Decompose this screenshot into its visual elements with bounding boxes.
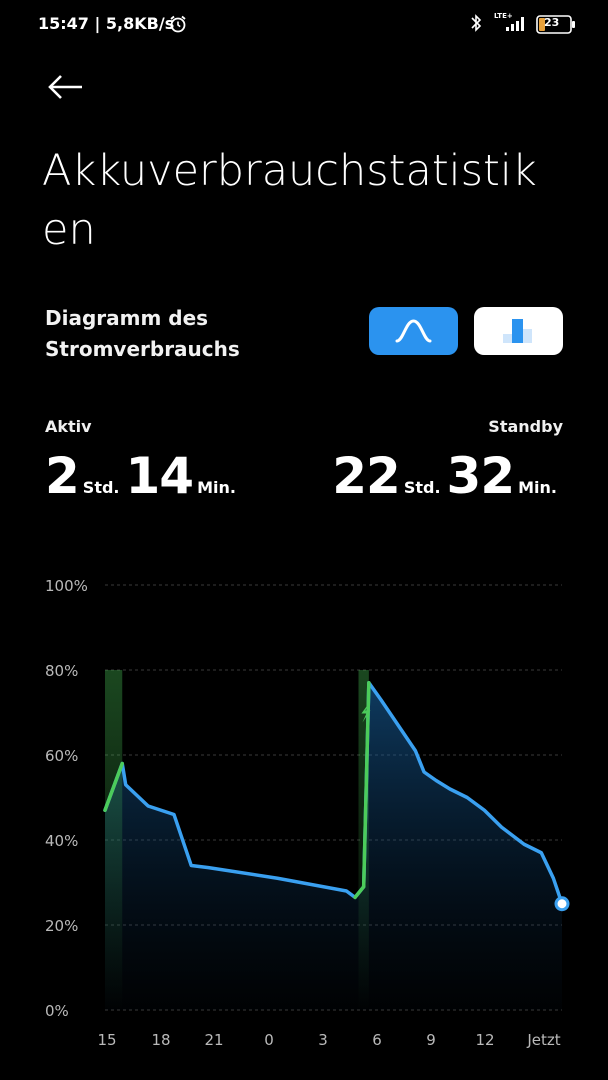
y-tick-label: 20% bbox=[45, 917, 78, 935]
charging-line bbox=[103, 761, 124, 812]
y-tick-label: 100% bbox=[45, 577, 88, 595]
area-fill bbox=[105, 682, 562, 1010]
bar-view-toggle[interactable] bbox=[474, 307, 563, 355]
charging-bolt-icon bbox=[361, 702, 371, 723]
signal-icon bbox=[506, 17, 524, 31]
standby-minutes: 32 bbox=[446, 447, 516, 505]
x-tick-label: 9 bbox=[426, 1031, 436, 1049]
standby-hours: 22 bbox=[332, 447, 401, 505]
battery-usage-chart: 100% 80% 60% 40% 20% 0% 15 18 21 0 3 6 9 12 Jetzt bbox=[45, 577, 570, 1049]
x-tick-label: 12 bbox=[475, 1031, 494, 1049]
x-tick-label: 0 bbox=[264, 1031, 274, 1049]
series-line bbox=[103, 681, 564, 906]
page-title: Akkuverbrauchstatistiken bbox=[42, 146, 537, 255]
y-tick-label: 40% bbox=[45, 832, 78, 850]
y-tick-label: 60% bbox=[45, 747, 78, 765]
current-value-dot bbox=[554, 896, 570, 912]
diagram-title: Diagramm des Stromverbrauchs bbox=[45, 306, 240, 361]
battery-icon bbox=[536, 15, 575, 34]
network-type-label: LTE+ bbox=[494, 12, 513, 20]
bluetooth-icon bbox=[471, 14, 482, 32]
y-tick-label: 80% bbox=[45, 662, 78, 680]
x-tick-label: 15 bbox=[97, 1031, 116, 1049]
x-tick-label: 3 bbox=[318, 1031, 328, 1049]
standby-duration: 22 Std. 32 Min. bbox=[332, 447, 563, 505]
charging-band bbox=[105, 670, 123, 1010]
x-tick-label: 18 bbox=[151, 1031, 170, 1049]
x-tick-label: 6 bbox=[372, 1031, 382, 1049]
standby-label: Standby bbox=[488, 417, 563, 436]
active-minutes-unit: Min. bbox=[197, 478, 236, 497]
active-hours-unit: Std. bbox=[82, 478, 120, 497]
curve-view-toggle[interactable] bbox=[369, 307, 458, 355]
arrow-left-icon bbox=[48, 75, 82, 99]
curve-icon bbox=[395, 319, 432, 343]
x-tick-label: Jetzt bbox=[526, 1031, 560, 1049]
active-duration: 2 Std. 14 Min. bbox=[45, 447, 242, 505]
active-minutes: 14 bbox=[125, 447, 195, 505]
standby-minutes-unit: Min. bbox=[518, 478, 557, 497]
active-label: Aktiv bbox=[45, 417, 92, 436]
standby-hours-unit: Std. bbox=[403, 478, 441, 497]
active-hours: 2 bbox=[45, 447, 80, 505]
status-time: 15:47 | 5,8KB/s bbox=[38, 14, 175, 33]
bar-chart-icon bbox=[503, 319, 532, 343]
alarm-icon bbox=[170, 15, 186, 33]
battery-level-text: 23 bbox=[544, 16, 560, 29]
x-tick-label: 21 bbox=[204, 1031, 223, 1049]
back-button[interactable] bbox=[44, 70, 86, 104]
y-tick-label: 0% bbox=[45, 1002, 69, 1020]
charging-line bbox=[353, 681, 371, 900]
